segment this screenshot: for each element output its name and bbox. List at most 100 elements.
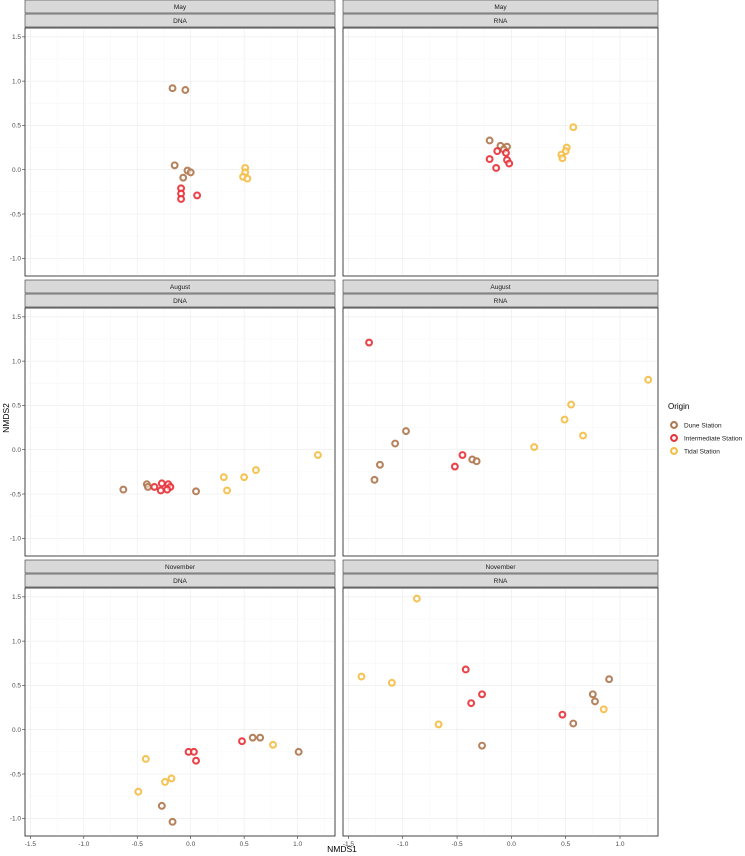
- data-point: [530, 443, 539, 452]
- data-point: [434, 720, 443, 729]
- data-point: [391, 439, 400, 448]
- strip-month: [24, 0, 336, 14]
- data-point: [365, 338, 374, 347]
- data-point: [163, 485, 172, 494]
- strip-type-label: RNA: [494, 578, 508, 585]
- data-point: [569, 123, 578, 132]
- panel-border: [24, 27, 336, 277]
- data-point: [402, 427, 410, 436]
- panel-background: [24, 27, 336, 277]
- panel-may-rna: May RNA: [342, 0, 659, 277]
- strip-month-label: May: [494, 4, 507, 11]
- panel-august-dna: August DNA: [24, 279, 336, 557]
- data-point: [579, 431, 588, 440]
- data-point: [251, 466, 260, 475]
- data-point: [240, 473, 249, 482]
- data-point: [505, 159, 514, 168]
- data-point: [313, 451, 322, 459]
- data-point: [450, 462, 459, 471]
- data-point: [192, 756, 200, 765]
- panel-border: [342, 307, 659, 557]
- x-tick-label: 1.0: [615, 841, 624, 848]
- y-tick-label: 0.0: [12, 447, 21, 454]
- data-point: [170, 161, 179, 170]
- strip-month: [342, 279, 659, 294]
- data-point: [478, 690, 486, 699]
- panel-border: [342, 27, 659, 277]
- data-point: [223, 486, 231, 495]
- legend-key: [670, 421, 678, 429]
- data-point: [186, 168, 195, 177]
- strip-month-label: May: [174, 4, 187, 11]
- x-tick-label: -0.5: [451, 841, 463, 848]
- legend-key: [670, 447, 678, 455]
- y-tick-label: 0.0: [12, 167, 21, 174]
- x-tick-label: -1.5: [343, 841, 355, 848]
- legend-label: Intermediate Station: [684, 435, 743, 442]
- data-point: [472, 457, 481, 466]
- data-point: [567, 400, 576, 409]
- data-point: [193, 191, 202, 200]
- panel-august-rna: August RNA: [342, 279, 659, 557]
- y-tick-label: 1.0: [12, 78, 21, 85]
- data-point: [492, 163, 501, 172]
- data-point: [134, 787, 143, 796]
- y-tick-label: 0.0: [12, 727, 21, 734]
- x-tick-label: -1.5: [25, 841, 37, 848]
- y-tick-label: -1.0: [10, 256, 22, 263]
- panel-background: [24, 307, 336, 557]
- data-point: [478, 741, 486, 750]
- x-axis-title: NMDS1: [327, 844, 357, 854]
- x-tick-label: 1.0: [293, 841, 302, 848]
- data-point: [569, 719, 578, 728]
- y-tick-label: -1.0: [10, 536, 22, 543]
- data-point: [458, 451, 467, 459]
- panel-border: [342, 587, 659, 837]
- strip-month-label: August: [170, 284, 190, 291]
- y-tick-label: 0.5: [12, 123, 21, 130]
- legend-item: Dune Station: [670, 421, 722, 429]
- data-point: [294, 747, 303, 756]
- data-point: [157, 479, 166, 488]
- data-point: [558, 710, 567, 719]
- data-point: [243, 174, 252, 183]
- strip-month-label: August: [490, 284, 510, 291]
- strip-month: [342, 0, 659, 14]
- strip-month-label: November: [165, 564, 196, 571]
- strip-month: [24, 279, 336, 294]
- x-tick-label: -1.0: [78, 841, 90, 848]
- data-point: [141, 754, 150, 763]
- data-point: [219, 473, 228, 482]
- panel-november-rna: November RNA: [342, 559, 659, 837]
- legend-key: [670, 434, 678, 442]
- data-point: [485, 155, 494, 164]
- x-tick-label: 0.0: [507, 841, 516, 848]
- data-point: [605, 675, 614, 684]
- y-tick-label: 0.5: [12, 403, 21, 410]
- data-point: [143, 482, 152, 491]
- strip-type: [342, 13, 659, 28]
- strip-type: [342, 293, 659, 308]
- panel-background: [342, 587, 659, 837]
- strip-type: [342, 573, 659, 588]
- data-point: [150, 482, 159, 491]
- strip-type-label: RNA: [494, 18, 508, 25]
- data-point: [181, 86, 190, 94]
- panel-border: [24, 307, 336, 557]
- data-point: [168, 817, 177, 826]
- data-point: [119, 485, 128, 494]
- legend: Origin Dune Station Intermediate Station T…: [668, 402, 743, 455]
- data-point: [167, 774, 176, 783]
- legend-label: Tidal Station: [684, 448, 720, 455]
- data-point: [588, 690, 597, 699]
- legend-items: Dune Station Intermediate Station Tidal St…: [670, 421, 743, 455]
- strip-type: [24, 13, 336, 28]
- data-point: [560, 415, 569, 424]
- legend-label: Dune Station: [684, 422, 722, 429]
- strip-type-label: RNA: [494, 298, 508, 305]
- strip-type-label: DNA: [173, 18, 187, 25]
- x-tick-label: -0.5: [132, 841, 144, 848]
- data-point: [493, 147, 502, 156]
- data-point: [168, 84, 177, 93]
